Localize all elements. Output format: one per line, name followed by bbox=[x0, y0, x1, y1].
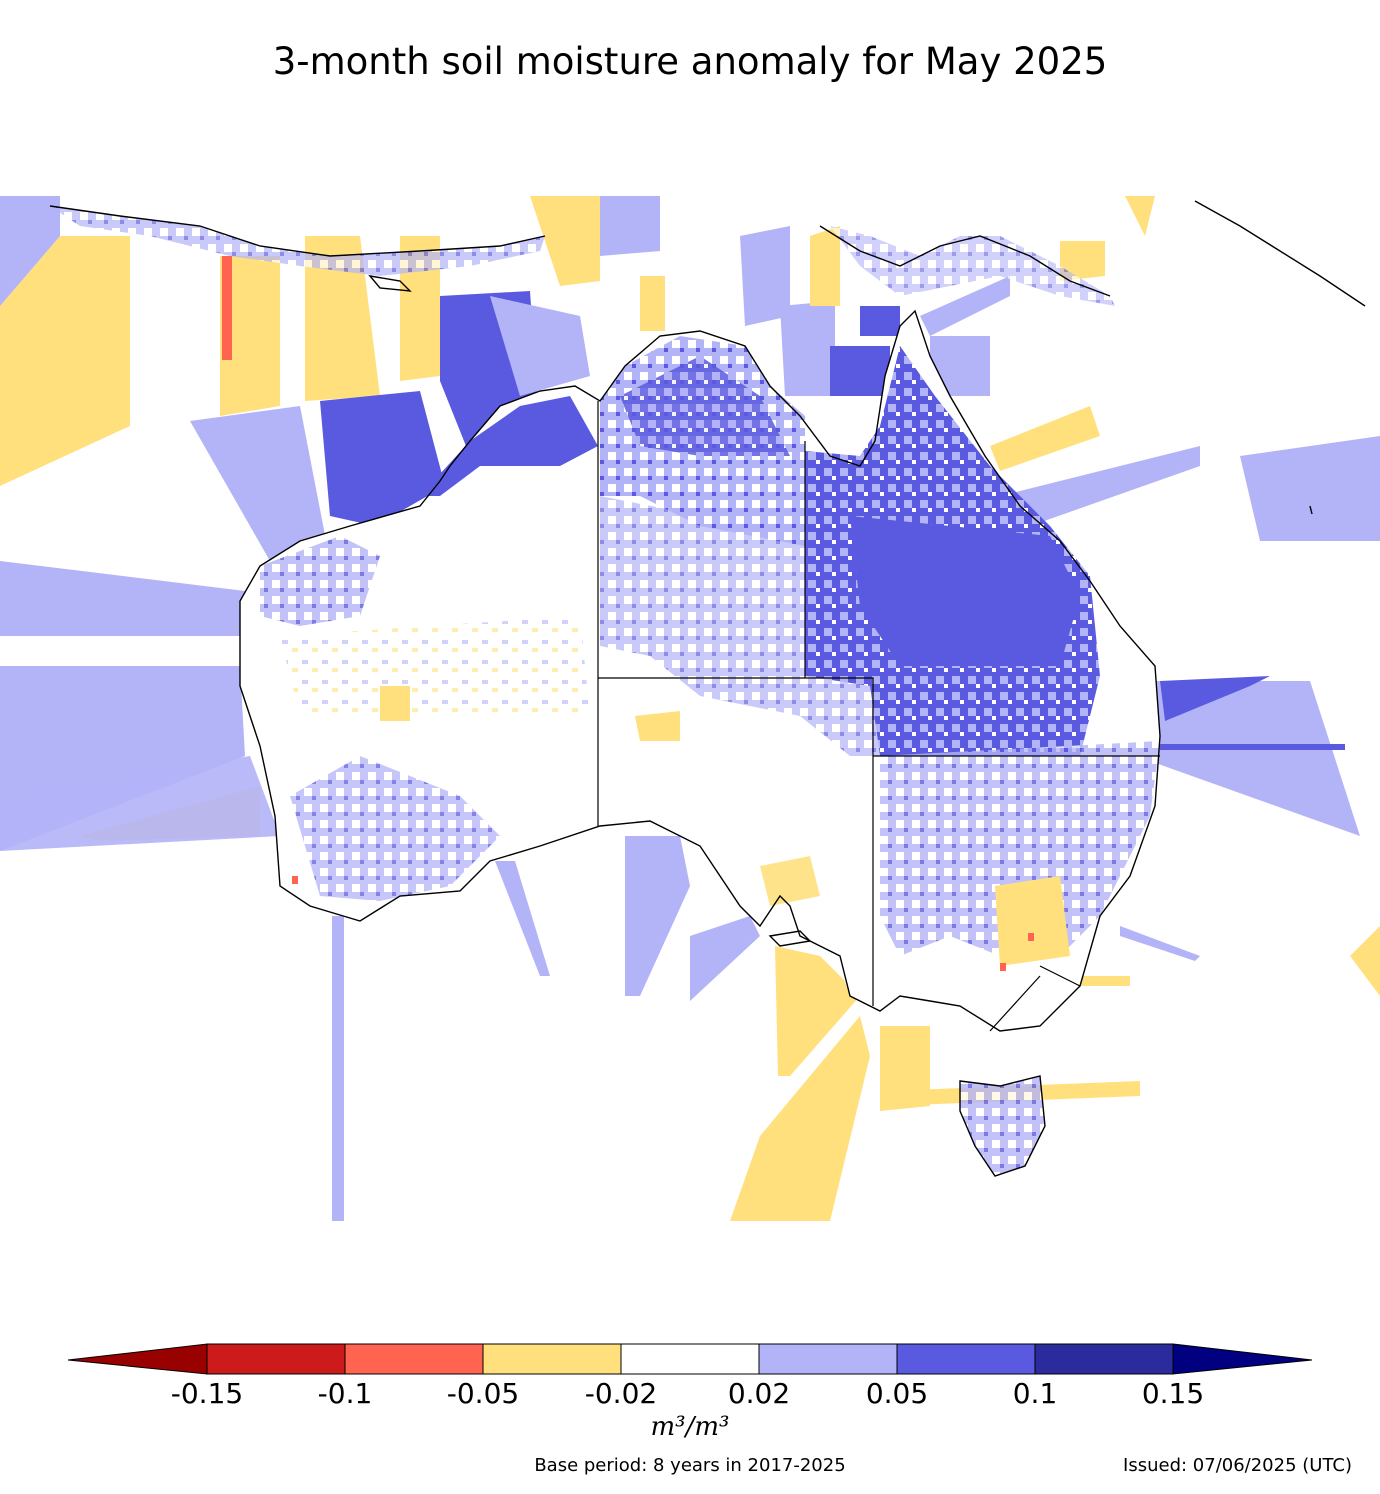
colorbar-class-5 bbox=[758, 1343, 898, 1375]
colorbar-tick: 0.02 bbox=[727, 1377, 791, 1410]
colorbar-tick: -0.15 bbox=[170, 1377, 244, 1410]
colorbar-tick: 0.05 bbox=[865, 1377, 929, 1410]
colorbar-unit-label: m³/m³ bbox=[650, 1412, 730, 1442]
colorbar-class-1 bbox=[206, 1343, 346, 1375]
colorbar-class-4 bbox=[620, 1343, 760, 1375]
colorbar-extend-high bbox=[1172, 1343, 1313, 1375]
map-title: 3-month soil moisture anomaly for May 20… bbox=[272, 40, 1108, 83]
ocean-anomaly-streaks bbox=[0, 196, 1380, 1221]
colorbar-tick: 0.1 bbox=[1012, 1377, 1058, 1410]
colorbar-extend-low bbox=[67, 1343, 208, 1375]
state-borders bbox=[597, 401, 1160, 1032]
anomaly-map bbox=[0, 196, 1380, 1221]
colorbar-tick: -0.1 bbox=[317, 1377, 373, 1410]
colorbar-tick: 0.15 bbox=[1141, 1377, 1205, 1410]
colorbar bbox=[67, 1343, 1313, 1375]
northern-islands bbox=[50, 206, 1115, 306]
base-period-note: Base period: 8 years in 2017-2025 bbox=[534, 1455, 846, 1476]
colorbar-class-6 bbox=[896, 1343, 1036, 1375]
colorbar-class-2 bbox=[344, 1343, 484, 1375]
coastlines bbox=[49, 200, 1366, 1177]
tasmania bbox=[960, 1076, 1045, 1176]
colorbar-tick: -0.05 bbox=[446, 1377, 520, 1410]
australia-landmass bbox=[240, 311, 1160, 1031]
issued-date: Issued: 07/06/2025 (UTC) bbox=[1123, 1455, 1352, 1476]
colorbar-tick: -0.02 bbox=[584, 1377, 658, 1410]
colorbar-class-3 bbox=[482, 1343, 622, 1375]
colorbar-class-7 bbox=[1034, 1343, 1174, 1375]
